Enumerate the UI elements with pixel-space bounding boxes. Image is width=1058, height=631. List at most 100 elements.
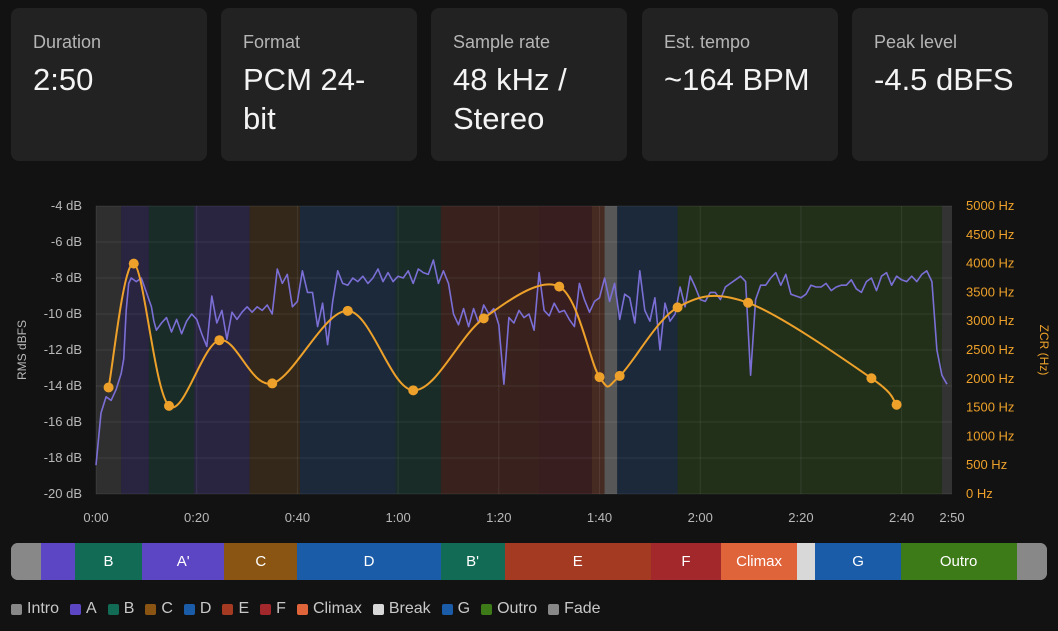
zcr-point	[594, 372, 605, 383]
section-segment[interactable]: C	[224, 543, 298, 580]
rms-line	[95, 259, 948, 466]
y-right-tick-label: 4000 Hz	[966, 256, 1014, 271]
stat-value: 48 kHz / Stereo	[453, 62, 567, 136]
section-band	[395, 206, 441, 494]
legend-label: Outro	[497, 600, 538, 617]
zcr-point	[164, 400, 175, 411]
legend-label: C	[161, 600, 173, 617]
rms-zcr-chart: -4 dB -6 dB -8 dB -10 dB -12 dB -14 dB -16 dB -…	[15, 198, 1051, 525]
stats-cards: Duration 2:50 Format PCM 24-bit Sample r…	[11, 8, 1048, 161]
legend-item: Fade	[548, 600, 601, 618]
y-left-tick-label: -18 dB	[44, 450, 82, 465]
y-right-tick-label: 3000 Hz	[966, 313, 1014, 328]
zcr-point	[743, 297, 754, 308]
section-segment[interactable]	[797, 543, 816, 580]
y-right-tick-label: 1500 Hz	[966, 400, 1014, 415]
legend-item: B	[107, 600, 134, 618]
x-tick-label: 1:20	[486, 510, 511, 525]
legend-item: Climax	[296, 600, 362, 618]
legend-label: Intro	[27, 600, 60, 617]
section-band	[604, 206, 618, 494]
section-segment[interactable]: D	[297, 543, 441, 580]
y-right-axis-title: ZCR (Hz)	[1037, 325, 1051, 376]
zcr-point	[891, 399, 902, 410]
section-segment[interactable]	[1016, 543, 1047, 580]
section-band	[677, 206, 942, 494]
section-segment[interactable]: F	[650, 543, 721, 580]
zcr-point	[478, 313, 489, 324]
legend-label: A	[86, 600, 97, 617]
legend-item: F	[260, 600, 286, 618]
section-band	[617, 206, 678, 494]
section-segment[interactable]: Climax	[720, 543, 798, 580]
stat-value: PCM 24-bit	[243, 62, 366, 136]
legend-swatch	[107, 603, 119, 615]
x-tick-label: 2:20	[788, 510, 813, 525]
stat-card-format: Format PCM 24-bit	[221, 8, 417, 161]
y-left-axis-title: RMS dBFS	[15, 320, 29, 380]
zcr-point	[408, 385, 419, 396]
stat-label: Est. tempo	[664, 32, 751, 52]
legend-swatch	[222, 603, 234, 615]
y-left-tick-label: -12 dB	[44, 342, 82, 357]
legend-swatch	[70, 603, 82, 615]
legend-swatch	[183, 603, 195, 615]
plot-background	[96, 206, 952, 494]
legend-swatch	[548, 603, 560, 615]
y-left-tick-label: -6 dB	[51, 234, 82, 249]
legend-item: E	[222, 600, 249, 618]
x-tick-label: 0:40	[285, 510, 310, 525]
legend-item: Outro	[481, 600, 537, 618]
legend-swatch	[441, 603, 453, 615]
stat-label: Format	[243, 32, 301, 52]
y-right-tick-label: 500 Hz	[966, 457, 1007, 472]
legend-item: G	[441, 600, 471, 618]
legend-label: D	[199, 600, 212, 617]
y-left-tick-label: -10 dB	[44, 306, 82, 321]
section-bar: B A' C D B' E F Climax G Outro	[11, 543, 1047, 580]
section-band	[121, 206, 149, 494]
stat-label: Duration	[33, 32, 102, 52]
legend-label: E	[238, 600, 250, 617]
stat-value: 2:50	[33, 62, 94, 97]
section-band	[194, 206, 250, 494]
stat-label: Peak level	[874, 32, 958, 52]
x-tick-label: 2:40	[889, 510, 914, 525]
y-left-tick-label: -20 dB	[44, 486, 82, 501]
section-band	[941, 206, 952, 494]
section-segment[interactable]: B	[74, 543, 143, 580]
legend-label: Climax	[312, 600, 362, 617]
section-segment[interactable]	[41, 543, 75, 580]
legend-swatch	[372, 603, 384, 615]
stat-card-peak-level: Peak level -4.5 dBFS	[852, 8, 1048, 161]
section-band	[440, 206, 540, 494]
section-segment[interactable]: B'	[440, 543, 505, 580]
section-segment[interactable]: G	[815, 543, 901, 580]
legend-label: G	[457, 600, 471, 617]
legend-item: A	[70, 600, 97, 618]
y-right-tick-label: 2000 Hz	[966, 371, 1014, 386]
y-right-tick-label: 5000 Hz	[966, 198, 1014, 213]
section-segment[interactable]	[11, 543, 42, 580]
section-segment[interactable]: E	[504, 543, 651, 580]
legend-label: Break	[388, 600, 431, 617]
legend-item: Intro	[11, 600, 59, 618]
section-segment[interactable]: A'	[142, 543, 225, 580]
stat-card-sample-rate: Sample rate 48 kHz / Stereo	[431, 8, 627, 161]
legend-swatch	[296, 603, 308, 615]
stat-label: Sample rate	[453, 32, 551, 52]
y-right-tick-label: 2500 Hz	[966, 342, 1014, 357]
section-legend: Intro A B C D E F Climax Break G Outro Fade	[11, 598, 612, 620]
x-tick-label: 0:00	[83, 510, 108, 525]
legend-swatch	[11, 603, 22, 615]
section-band	[539, 206, 592, 494]
zcr-point	[554, 281, 565, 292]
y-left-tick-label: -4 dB	[51, 198, 82, 213]
y-right-tick-label: 3500 Hz	[966, 284, 1014, 299]
section-segment[interactable]: Outro	[900, 543, 1017, 580]
x-tick-label: 2:00	[688, 510, 713, 525]
legend-label: F	[276, 600, 286, 617]
section-band	[148, 206, 195, 494]
zcr-point	[267, 378, 278, 389]
legend-swatch	[260, 603, 272, 615]
